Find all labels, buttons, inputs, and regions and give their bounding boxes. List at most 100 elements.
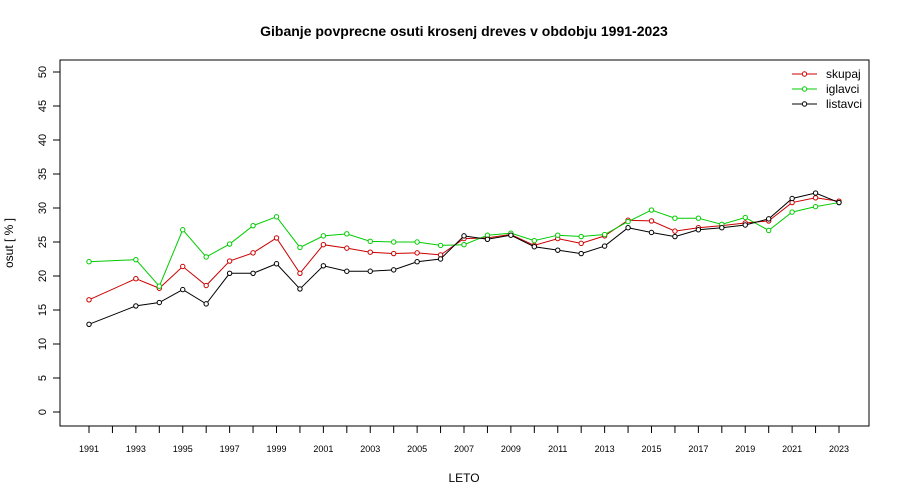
data-point-iglavci	[789, 209, 795, 215]
data-point-listavci	[648, 229, 655, 236]
data-point-skupaj	[203, 282, 209, 289]
x-axis-label: LETO	[448, 471, 479, 485]
data-point-iglavci	[625, 218, 631, 225]
data-point-listavci	[508, 232, 514, 238]
data-point-skupaj	[344, 245, 350, 251]
series-line-listavci	[88, 192, 840, 325]
legend-entry-iglavci: iglavci	[792, 82, 859, 96]
data-point-skupaj	[367, 249, 373, 255]
y-axis-label: osut [ % ]	[2, 218, 16, 268]
data-point-iglavci	[437, 242, 444, 249]
x-tick-label: 2011	[548, 444, 567, 454]
data-point-iglavci	[180, 227, 186, 233]
x-tick-label: 2005	[407, 444, 427, 454]
data-point-iglavci	[414, 239, 420, 245]
data-point-listavci	[367, 268, 373, 274]
data-point-iglavci	[133, 256, 139, 263]
x-tick-label: 1995	[173, 444, 193, 454]
data-point-skupaj	[86, 297, 92, 303]
data-point-listavci	[320, 263, 327, 269]
x-tick-label: 2015	[641, 444, 661, 454]
data-point-skupaj	[414, 250, 420, 256]
y-tick-label: 5	[37, 375, 49, 381]
data-point-skupaj	[320, 242, 327, 248]
data-point-iglavci	[250, 222, 256, 229]
data-point-iglavci	[461, 242, 467, 248]
x-tick-label: 1997	[220, 444, 240, 454]
data-point-listavci	[203, 301, 209, 307]
series-line-skupaj	[88, 197, 840, 301]
data-point-skupaj	[133, 276, 139, 282]
data-point-iglavci	[765, 227, 772, 234]
data-point-listavci	[461, 233, 467, 239]
data-point-iglavci	[203, 254, 209, 260]
data-point-listavci	[273, 261, 280, 267]
data-point-listavci	[133, 303, 139, 309]
data-point-iglavci	[367, 238, 373, 245]
data-point-listavci	[765, 216, 772, 222]
data-point-iglavci	[320, 233, 327, 239]
series-iglavci	[86, 199, 842, 289]
legend-label: iglavci	[826, 82, 859, 96]
y-tick-label: 10	[37, 338, 49, 350]
x-tick-label: 1993	[126, 444, 146, 454]
data-point-listavci	[437, 256, 444, 262]
data-point-listavci	[578, 250, 584, 257]
data-point-skupaj	[297, 270, 303, 276]
x-tick-label: 2001	[313, 444, 333, 454]
data-point-iglavci	[648, 207, 655, 213]
data-point-listavci	[250, 270, 256, 276]
data-point-iglavci	[390, 239, 397, 245]
x-tick-label: 2017	[688, 444, 708, 454]
y-tick-label: 50	[37, 66, 49, 78]
data-point-skupaj	[250, 250, 256, 256]
y-tick-label: 20	[37, 270, 49, 282]
data-point-listavci	[226, 270, 233, 276]
y-tick-label: 35	[37, 168, 49, 180]
legend-label: skupaj	[826, 67, 861, 81]
data-point-skupaj	[578, 240, 584, 247]
data-point-iglavci	[578, 233, 584, 240]
data-point-skupaj	[390, 250, 397, 257]
x-tick-label: 2013	[595, 444, 615, 454]
data-point-iglavci	[742, 214, 748, 221]
x-tick-label: 2009	[501, 444, 521, 454]
data-point-iglavci	[156, 283, 163, 289]
x-tick-label: 2003	[360, 444, 380, 454]
x-axis: 1991 1993 1995 1997 1999 2001 2003 2005 2007 2009…	[79, 426, 849, 454]
data-point-listavci	[531, 244, 538, 250]
series-listavci	[86, 190, 842, 327]
data-point-iglavci	[86, 259, 92, 265]
y-tick-label: 40	[37, 134, 49, 146]
data-point-iglavci	[226, 241, 233, 247]
data-point-skupaj	[812, 195, 819, 201]
data-point-skupaj	[180, 263, 186, 270]
data-point-listavci	[180, 286, 186, 293]
x-tick-label: 2007	[454, 444, 474, 454]
x-tick-label: 1999	[266, 444, 286, 454]
series-layer	[86, 190, 842, 327]
data-point-listavci	[414, 259, 420, 265]
data-point-iglavci	[555, 232, 561, 238]
data-point-listavci	[695, 227, 702, 233]
x-tick-label: 2021	[782, 444, 802, 454]
y-tick-label: 0	[37, 409, 49, 415]
data-point-iglavci	[812, 203, 819, 210]
y-tick-label: 30	[37, 202, 49, 214]
legend-marker	[801, 101, 808, 107]
chart-title: Gibanje povprecne osuti krosenj dreves v…	[260, 23, 668, 39]
x-tick-label: 2019	[735, 444, 755, 454]
data-point-listavci	[297, 286, 303, 292]
data-point-skupaj	[672, 228, 678, 234]
data-point-iglavci	[672, 215, 678, 221]
y-tick-label: 15	[37, 304, 49, 316]
data-point-listavci	[156, 299, 163, 306]
data-point-iglavci	[695, 215, 702, 221]
data-point-listavci	[86, 321, 92, 327]
data-point-listavci	[789, 195, 795, 202]
data-point-iglavci	[273, 214, 280, 220]
series-line-iglavci	[88, 202, 840, 288]
y-tick-label: 45	[37, 100, 49, 112]
